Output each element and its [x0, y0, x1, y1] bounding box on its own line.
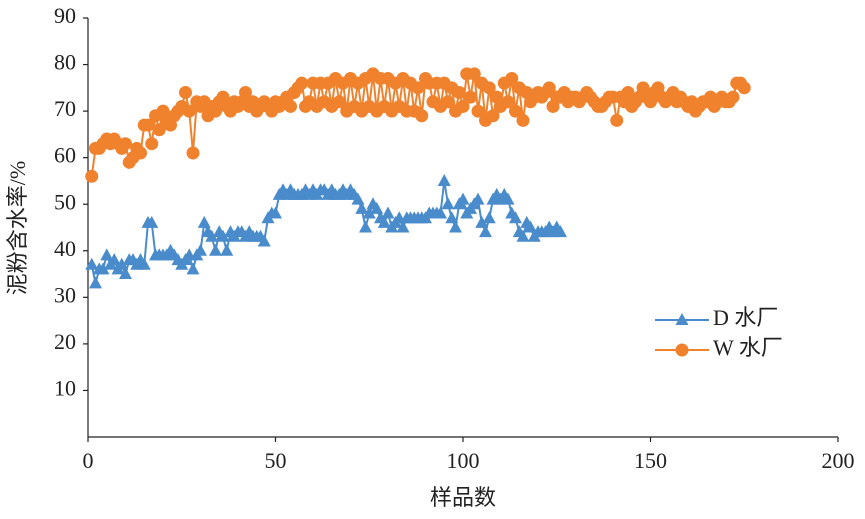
- y-tick-label: 80: [54, 50, 76, 75]
- marker: [370, 201, 384, 214]
- marker: [119, 267, 132, 280]
- x-tick-label: 100: [447, 448, 480, 473]
- marker: [96, 262, 110, 275]
- marker: [145, 137, 159, 151]
- marker: [220, 243, 234, 256]
- marker: [182, 104, 196, 118]
- marker: [152, 123, 166, 137]
- marker: [456, 99, 470, 113]
- marker: [359, 220, 372, 233]
- legend-label: D 水厂: [713, 305, 778, 330]
- marker: [107, 253, 121, 266]
- marker: [362, 206, 376, 219]
- marker: [205, 229, 219, 242]
- marker: [332, 95, 346, 109]
- marker: [621, 85, 635, 99]
- marker: [479, 225, 492, 238]
- marker: [197, 215, 211, 228]
- marker: [115, 257, 129, 270]
- marker: [377, 215, 391, 228]
- marker: [610, 113, 624, 127]
- marker: [134, 146, 147, 160]
- marker: [85, 169, 99, 183]
- marker: [415, 109, 429, 123]
- marker: [486, 109, 500, 123]
- marker: [216, 229, 230, 242]
- marker: [471, 192, 485, 205]
- y-tick-label: 10: [54, 375, 76, 400]
- marker: [737, 81, 751, 95]
- marker: [100, 248, 114, 261]
- x-tick-label: 200: [822, 448, 855, 473]
- marker: [351, 192, 365, 205]
- marker: [542, 81, 556, 95]
- marker: [239, 85, 252, 99]
- marker: [434, 206, 447, 219]
- x-tick-label: 0: [83, 448, 94, 473]
- marker: [355, 201, 369, 214]
- legend-marker: [675, 343, 689, 357]
- marker: [505, 72, 519, 86]
- marker: [269, 206, 282, 219]
- marker: [441, 95, 455, 109]
- marker: [501, 192, 515, 205]
- marker: [509, 104, 522, 118]
- marker: [445, 211, 459, 224]
- marker: [179, 85, 192, 99]
- marker: [482, 211, 496, 224]
- marker: [396, 220, 410, 233]
- legend-label: W 水厂: [713, 335, 783, 360]
- marker: [441, 197, 455, 210]
- marker: [501, 95, 515, 109]
- marker: [524, 220, 537, 233]
- y-tick-label: 90: [54, 3, 76, 28]
- marker: [257, 234, 271, 247]
- legend-marker: [675, 313, 689, 325]
- y-tick-label: 30: [54, 282, 76, 307]
- marker: [186, 262, 200, 275]
- marker: [295, 76, 309, 90]
- x-tick-label: 50: [265, 448, 287, 473]
- marker: [516, 113, 530, 127]
- x-axis-title: 样品数: [430, 485, 496, 510]
- marker: [449, 220, 462, 233]
- y-tick-label: 50: [54, 189, 76, 214]
- marker: [471, 104, 485, 118]
- marker: [145, 215, 159, 228]
- marker: [381, 206, 395, 219]
- marker: [452, 85, 466, 99]
- marker: [467, 67, 481, 81]
- marker: [119, 137, 132, 151]
- marker: [284, 99, 297, 113]
- marker: [726, 90, 740, 104]
- marker: [464, 90, 477, 104]
- marker: [194, 243, 207, 256]
- marker: [411, 81, 425, 95]
- marker: [437, 173, 451, 186]
- marker: [554, 225, 567, 238]
- marker: [137, 257, 151, 270]
- marker: [209, 243, 222, 256]
- marker: [475, 215, 489, 228]
- y-tick-label: 60: [54, 143, 76, 168]
- y-tick-label: 40: [54, 236, 76, 261]
- marker: [516, 229, 530, 242]
- y-axis-title: 泥粉含水率/%: [5, 161, 30, 295]
- marker: [509, 211, 522, 224]
- y-tick-label: 20: [54, 329, 76, 354]
- marker: [186, 146, 200, 160]
- y-tick-label: 70: [54, 96, 76, 121]
- marker: [482, 81, 496, 95]
- x-tick-label: 150: [634, 448, 667, 473]
- marker: [141, 118, 155, 132]
- marker: [89, 276, 102, 289]
- marker: [85, 257, 99, 270]
- marker: [456, 192, 470, 205]
